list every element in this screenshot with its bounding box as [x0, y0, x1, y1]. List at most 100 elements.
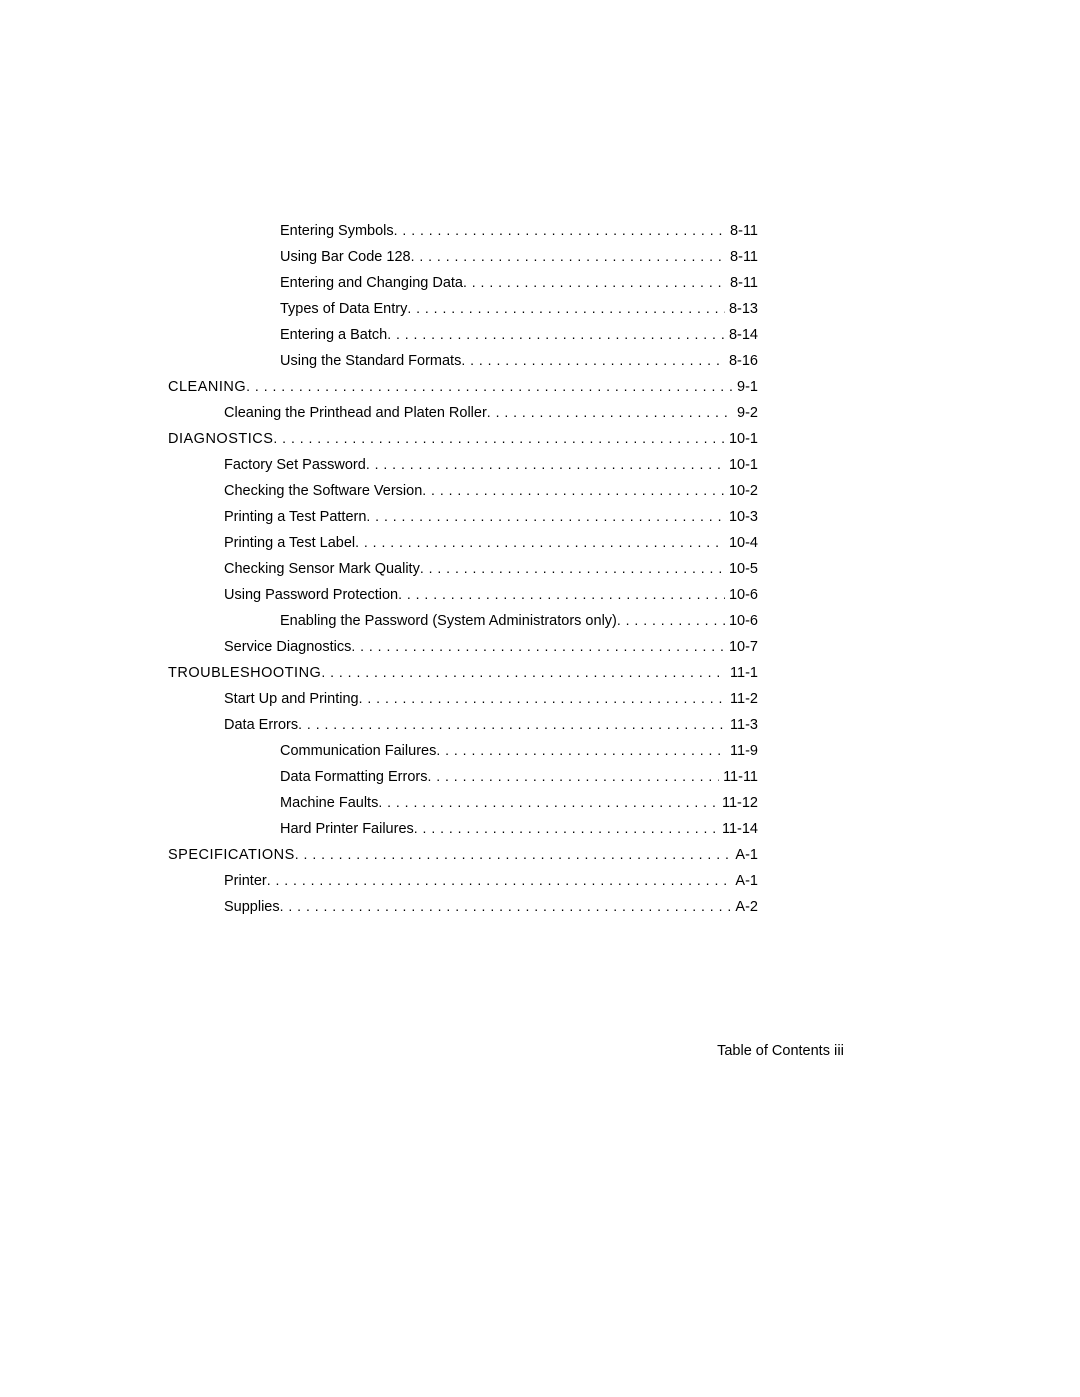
- toc-entry: Using Password Protection 10-6: [168, 586, 758, 603]
- toc-entry: Data Formatting Errors 11-11: [168, 768, 758, 785]
- toc-entry: Using Bar Code 128 8-11: [168, 248, 758, 265]
- toc-entry-page: 9-1: [733, 379, 758, 395]
- footer-page-number: iii: [834, 1042, 844, 1059]
- toc-entry-title: Supplies: [224, 899, 280, 915]
- toc-entry-page: 11-9: [726, 743, 758, 759]
- toc-entry-title: Checking the Software Version: [224, 483, 422, 499]
- toc-entry-page: A-2: [731, 899, 758, 915]
- toc-entry: CLEANING 9-1: [168, 378, 758, 395]
- toc-entry-page: 11-11: [719, 769, 758, 785]
- toc-leader-dots: [351, 638, 725, 654]
- toc-entry-title: Using Bar Code 128: [280, 249, 411, 265]
- toc-entry: Checking the Software Version 10-2: [168, 482, 758, 499]
- toc-entry-page: 8-16: [725, 353, 758, 369]
- toc-entry: Entering Symbols 8-11: [168, 222, 758, 239]
- toc-entry: Data Errors 11-3: [168, 716, 758, 733]
- toc-entry-title: SPECIFICATIONS: [168, 847, 295, 863]
- toc-leader-dots: [378, 794, 718, 810]
- toc-leader-dots: [295, 846, 732, 862]
- toc-entry: Cleaning the Printhead and Platen Roller…: [168, 404, 758, 421]
- toc-entry: SPECIFICATIONS A-1: [168, 846, 758, 863]
- toc-leader-dots: [463, 274, 726, 290]
- toc-entry-title: Entering and Changing Data: [280, 275, 463, 291]
- toc-leader-dots: [359, 690, 726, 706]
- toc-leader-dots: [398, 586, 725, 602]
- toc-entry: Using the Standard Formats 8-16: [168, 352, 758, 369]
- toc-entry: Entering a Batch 8-14: [168, 326, 758, 343]
- toc-entry-page: A-1: [731, 873, 758, 889]
- toc-leader-dots: [394, 222, 726, 238]
- toc-entry-page: 10-5: [725, 561, 758, 577]
- toc-leader-dots: [422, 482, 725, 498]
- toc-leader-dots: [321, 664, 726, 680]
- toc-entry-title: Types of Data Entry: [280, 301, 407, 317]
- toc-entry-page: 10-4: [725, 535, 758, 551]
- toc-entry-title: Printing a Test Pattern: [224, 509, 366, 525]
- toc-leader-dots: [298, 716, 726, 732]
- toc-entry-title: Using Password Protection: [224, 587, 398, 603]
- toc-entry-page: 10-6: [725, 613, 758, 629]
- toc-leader-dots: [414, 820, 718, 836]
- toc-entry-page: 8-14: [725, 327, 758, 343]
- toc-entry-title: Printing a Test Label: [224, 535, 355, 551]
- toc-entry-title: TROUBLESHOOTING: [168, 665, 321, 681]
- toc-leader-dots: [267, 872, 732, 888]
- toc-leader-dots: [273, 430, 725, 446]
- toc-entry-page: 11-3: [726, 717, 758, 733]
- toc-leader-dots: [366, 456, 725, 472]
- toc-leader-dots: [366, 508, 725, 524]
- toc-entry-page: 8-13: [725, 301, 758, 317]
- toc-leader-dots: [355, 534, 725, 550]
- toc-leader-dots: [420, 560, 725, 576]
- toc-entry-page: 11-12: [718, 795, 758, 811]
- toc-entry-title: Data Formatting Errors: [280, 769, 427, 785]
- toc-entry-title: Machine Faults: [280, 795, 378, 811]
- toc-entry-title: Printer: [224, 873, 267, 889]
- toc-entry-title: DIAGNOSTICS: [168, 431, 273, 447]
- toc-entry-page: A-1: [731, 847, 758, 863]
- toc-entry: Checking Sensor Mark Quality 10-5: [168, 560, 758, 577]
- toc-entry-title: Entering a Batch: [280, 327, 387, 343]
- toc-leader-dots: [411, 248, 726, 264]
- toc-entry-page: 10-1: [725, 457, 758, 473]
- toc-entry: Printing a Test Label 10-4: [168, 534, 758, 551]
- toc-entry: Service Diagnostics 10-7: [168, 638, 758, 655]
- toc-leader-dots: [387, 326, 725, 342]
- toc-entry-title: Entering Symbols: [280, 223, 394, 239]
- toc-entry-page: 11-2: [726, 691, 758, 707]
- toc-entry-page: 9-2: [733, 405, 758, 421]
- toc-leader-dots: [617, 612, 725, 628]
- toc-entry-title: Using the Standard Formats: [280, 353, 461, 369]
- toc-entry: Enabling the Password (System Administra…: [168, 612, 758, 629]
- toc-entry: Factory Set Password 10-1: [168, 456, 758, 473]
- toc-entry-title: CLEANING: [168, 379, 246, 395]
- toc-entry-page: 8-11: [726, 223, 758, 239]
- toc-entry-title: Hard Printer Failures: [280, 821, 414, 837]
- toc-entry-page: 10-3: [725, 509, 758, 525]
- toc-entry: Printer A-1: [168, 872, 758, 889]
- toc-entry-page: 11-1: [726, 665, 758, 681]
- toc-leader-dots: [461, 352, 725, 368]
- toc-entry-page: 10-7: [725, 639, 758, 655]
- toc-leader-dots: [436, 742, 726, 758]
- toc-leader-dots: [407, 300, 725, 316]
- toc-entry-title: Enabling the Password (System Administra…: [280, 613, 617, 629]
- toc-entry-title: Communication Failures: [280, 743, 436, 759]
- toc-leader-dots: [246, 378, 733, 394]
- toc-entry-title: Cleaning the Printhead and Platen Roller: [224, 405, 487, 421]
- toc-entry-page: 10-6: [725, 587, 758, 603]
- toc-entry-page: 11-14: [718, 821, 758, 837]
- toc-entry-title: Service Diagnostics: [224, 639, 351, 655]
- toc-entry: Printing a Test Pattern 10-3: [168, 508, 758, 525]
- toc-entry-page: 10-2: [725, 483, 758, 499]
- toc-entry: Hard Printer Failures 11-14: [168, 820, 758, 837]
- toc-entry-page: 8-11: [726, 249, 758, 265]
- toc-content: Entering Symbols 8-11Using Bar Code 128 …: [168, 222, 758, 924]
- toc-leader-dots: [427, 768, 719, 784]
- page-footer: Table of Contents iii: [717, 1042, 844, 1059]
- toc-entry: DIAGNOSTICS 10-1: [168, 430, 758, 447]
- toc-entry-title: Data Errors: [224, 717, 298, 733]
- footer-label: Table of Contents: [717, 1043, 830, 1059]
- toc-entry: TROUBLESHOOTING 11-1: [168, 664, 758, 681]
- toc-entry: Entering and Changing Data 8-11: [168, 274, 758, 291]
